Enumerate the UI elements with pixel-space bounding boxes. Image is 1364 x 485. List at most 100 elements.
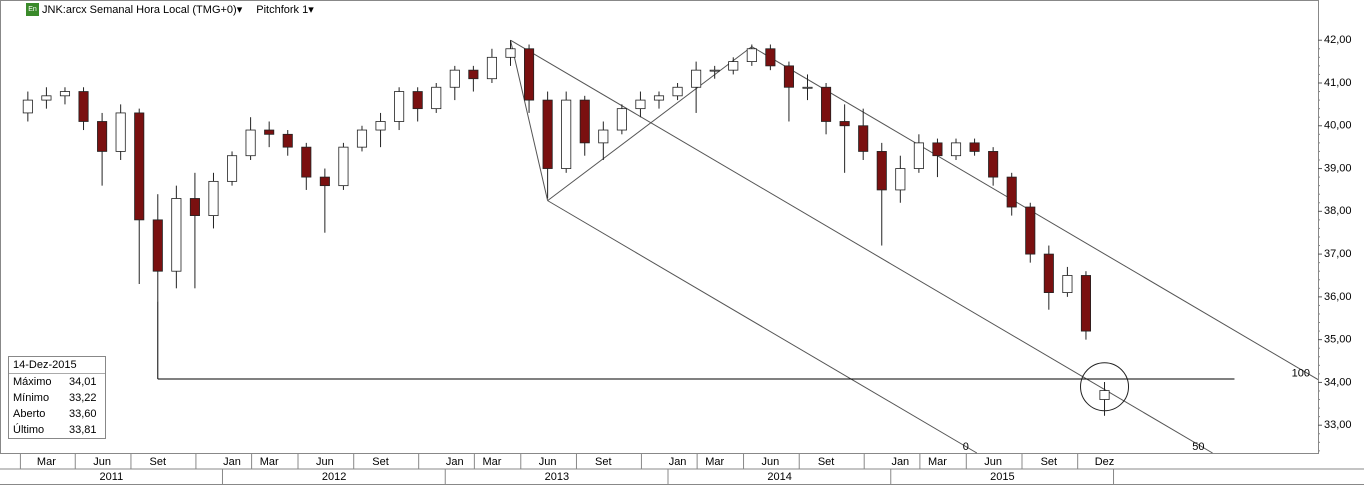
y-tick-label: 38,00 xyxy=(1324,205,1352,217)
candle-body xyxy=(227,155,238,182)
info-label: Máximo xyxy=(13,376,52,388)
info-row: Máximo 34,01 xyxy=(9,374,105,390)
x-tick-label: Dez xyxy=(1095,456,1115,468)
candle-body xyxy=(1043,253,1054,293)
year-label: 2011 xyxy=(100,471,124,483)
year-label: 2013 xyxy=(545,471,569,483)
x-tick-label: Mar xyxy=(37,456,56,468)
x-tick-label: Mar xyxy=(928,456,947,468)
candle-body xyxy=(319,176,330,187)
info-box: 14-Dez-2015 Máximo 34,01 Mínimo 33,22 Aberto… xyxy=(8,356,106,439)
candle-body xyxy=(876,151,887,191)
candle-body xyxy=(728,61,739,71)
info-value: 34,01 xyxy=(69,376,97,388)
candle-body xyxy=(301,146,312,178)
candle-body xyxy=(691,69,702,88)
candle-body xyxy=(821,86,832,122)
candle-body xyxy=(524,48,535,101)
candle-body xyxy=(913,142,924,169)
pitchfork-line xyxy=(510,39,1213,454)
x-tick-label: Set xyxy=(150,456,167,468)
x-tick-label: Set xyxy=(1041,456,1058,468)
study-menu[interactable]: Pitchfork 1▾ xyxy=(256,4,314,16)
info-label: Último xyxy=(13,424,45,436)
candle-body xyxy=(616,108,627,131)
x-tick-label: Jan xyxy=(446,456,464,468)
candle-body xyxy=(783,65,794,88)
x-tick-label: Set xyxy=(372,456,389,468)
candle-body xyxy=(449,69,460,88)
x-tick-label: Mar xyxy=(705,456,724,468)
candle-body xyxy=(561,99,572,169)
info-label: Aberto xyxy=(13,408,46,420)
candle-body xyxy=(412,91,423,110)
candle-body xyxy=(78,91,89,122)
candle-body xyxy=(746,48,757,62)
x-tick-label: Jun xyxy=(316,456,334,468)
candle-body xyxy=(134,112,145,221)
highlight-circle xyxy=(1080,362,1130,412)
x-tick-label: Jan xyxy=(669,456,687,468)
info-value: 33,22 xyxy=(69,392,97,404)
y-tick-label: 41,00 xyxy=(1324,77,1352,89)
candle-body xyxy=(579,99,590,144)
candle-body xyxy=(41,95,52,101)
candle-body xyxy=(431,86,442,110)
header: JNK:arcx Semanal Hora Local (TMG+0)▾ Pit… xyxy=(26,3,314,16)
info-row: Mínimo 33,22 xyxy=(9,390,105,406)
info-label: Mínimo xyxy=(13,392,50,404)
pitchfork-handle xyxy=(510,40,549,201)
candle-body xyxy=(97,121,108,152)
candle-body xyxy=(969,142,980,152)
y-tick-label: 33,00 xyxy=(1324,419,1352,431)
candle-body xyxy=(839,121,850,127)
candle-body xyxy=(1025,206,1036,255)
candle-body xyxy=(115,112,126,152)
candle-body xyxy=(468,69,479,80)
y-tick-label: 40,00 xyxy=(1324,120,1352,132)
x-tick-label: Jan xyxy=(223,456,241,468)
x-tick-label: Jun xyxy=(762,456,780,468)
x-tick-label: Mar xyxy=(260,456,279,468)
candle-body xyxy=(858,125,869,152)
candle-body xyxy=(653,95,665,101)
y-tick-label: 35,00 xyxy=(1324,334,1352,346)
candle-body xyxy=(765,48,776,67)
y-tick-label: 37,00 xyxy=(1324,248,1352,260)
info-value: 33,60 xyxy=(69,408,97,420)
candle-body xyxy=(598,129,609,144)
candle-body xyxy=(505,48,516,58)
candle-body xyxy=(895,168,906,191)
candle-body xyxy=(264,129,275,135)
x-tick-label: Jan xyxy=(891,456,909,468)
candle-body xyxy=(282,133,293,148)
pitchfork-label: 100 xyxy=(1292,367,1310,379)
candle-body xyxy=(1099,390,1110,400)
info-value: 33,81 xyxy=(69,424,97,436)
candle-body xyxy=(950,142,962,157)
candle-body xyxy=(152,219,163,272)
candle-body xyxy=(245,129,256,157)
symbol-menu[interactable]: JNK:arcx Semanal Hora Local (TMG+0)▾ xyxy=(42,4,243,16)
app-icon[interactable]: En xyxy=(26,3,39,16)
candle-body xyxy=(375,121,386,131)
candle-body xyxy=(486,56,497,80)
pitchfork-handle xyxy=(547,46,753,202)
pitchfork-label: 50 xyxy=(1192,441,1204,453)
y-tick-label: 42,00 xyxy=(1324,34,1352,46)
year-label: 2012 xyxy=(322,471,346,483)
candle-body xyxy=(672,86,683,97)
x-tick-label: Jun xyxy=(539,456,557,468)
candle-body xyxy=(171,198,182,272)
pitchfork-line xyxy=(547,200,978,454)
candle-body xyxy=(1062,275,1073,293)
candle-body xyxy=(932,142,943,157)
candle-body xyxy=(1080,275,1091,332)
year-label: 2014 xyxy=(767,471,791,483)
year-label: 2015 xyxy=(990,471,1014,483)
x-tick-label: Jun xyxy=(93,456,111,468)
candle-body xyxy=(338,146,349,187)
candle-body xyxy=(1006,176,1017,208)
candle-body xyxy=(542,99,553,169)
